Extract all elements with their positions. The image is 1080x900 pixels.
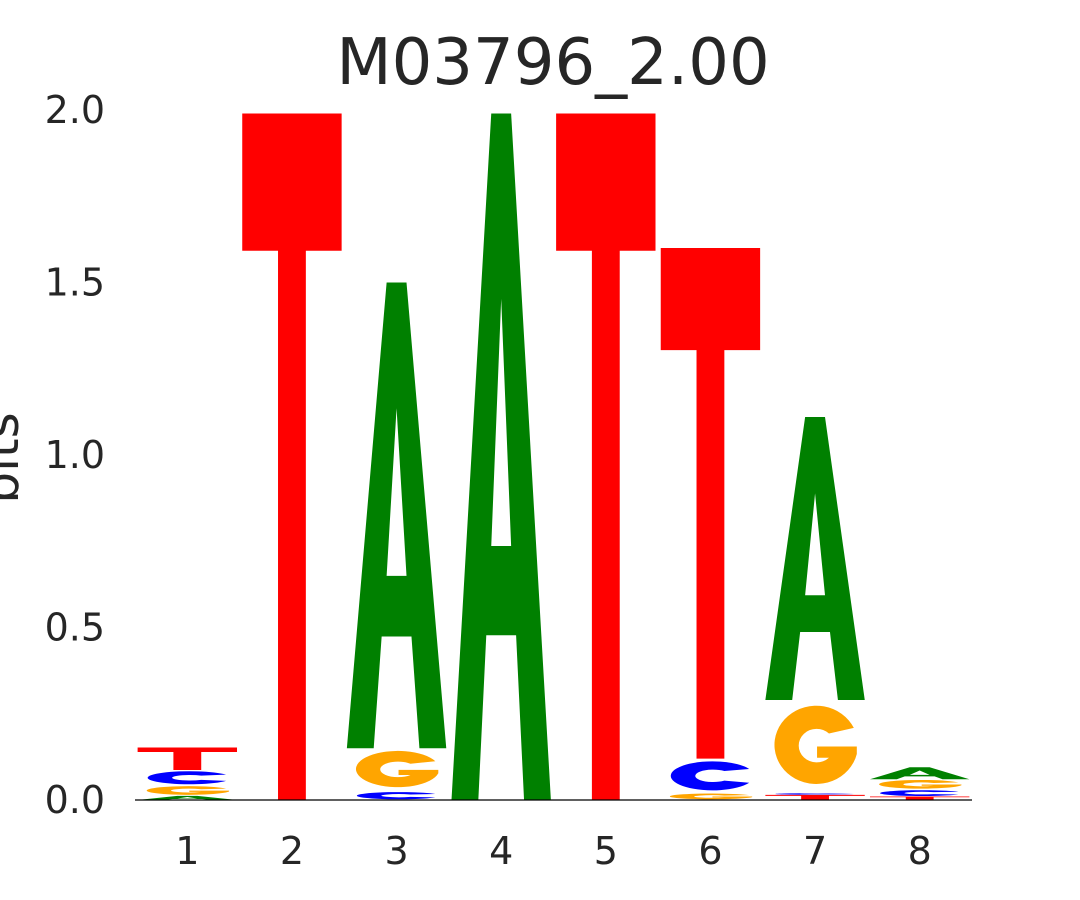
letter-T	[869, 796, 970, 800]
x-tick-label: 4	[489, 829, 513, 873]
y-tick-label: 0.5	[45, 606, 105, 650]
letter-A	[869, 767, 970, 780]
letter-T	[660, 248, 761, 759]
letter-T	[765, 794, 865, 800]
y-axis-label: bits	[0, 412, 30, 503]
letter-C	[879, 790, 959, 796]
y-tick-label: 1.5	[45, 261, 105, 305]
letter-A	[346, 282, 447, 749]
logo-stack	[137, 747, 238, 800]
letter-G	[146, 786, 230, 795]
y-tick-label: 1.0	[45, 433, 105, 477]
letter-A	[137, 795, 238, 800]
logo-stack	[242, 113, 342, 800]
x-tick-label: 5	[594, 829, 618, 873]
logo-stacks	[137, 113, 970, 800]
letter-G	[774, 705, 857, 784]
chart-title: M03796_2.00	[336, 26, 769, 100]
logo-stack	[346, 282, 447, 800]
letter-C	[670, 761, 750, 791]
letter-T	[242, 113, 342, 800]
logo-stack	[660, 248, 761, 800]
logo-stack	[765, 417, 865, 800]
letter-G	[355, 750, 439, 788]
letter-G	[879, 779, 962, 789]
letter-T	[556, 113, 656, 800]
letter-C	[775, 793, 854, 795]
logo-stack	[556, 113, 656, 800]
letter-A	[765, 417, 865, 700]
letter-G	[669, 793, 753, 800]
x-tick-label: 6	[698, 829, 722, 873]
x-tick-label: 7	[803, 829, 827, 873]
x-axis-ticks: 1 2 3 4 5 6 7 8	[175, 829, 932, 873]
x-tick-label: 1	[175, 829, 199, 873]
x-tick-label: 3	[384, 829, 408, 873]
letter-T	[137, 747, 238, 770]
x-tick-label: 8	[908, 829, 932, 873]
letter-C	[147, 771, 227, 785]
y-tick-label: 2.0	[45, 88, 105, 132]
logo-stack	[869, 767, 970, 800]
letter-A	[451, 113, 551, 800]
letter-C	[356, 792, 436, 800]
x-tick-label: 2	[280, 829, 304, 873]
y-axis-ticks: 0.0 0.5 1.0 1.5 2.0	[45, 88, 105, 822]
logo-stack	[451, 113, 551, 800]
y-tick-label: 0.0	[45, 778, 105, 822]
